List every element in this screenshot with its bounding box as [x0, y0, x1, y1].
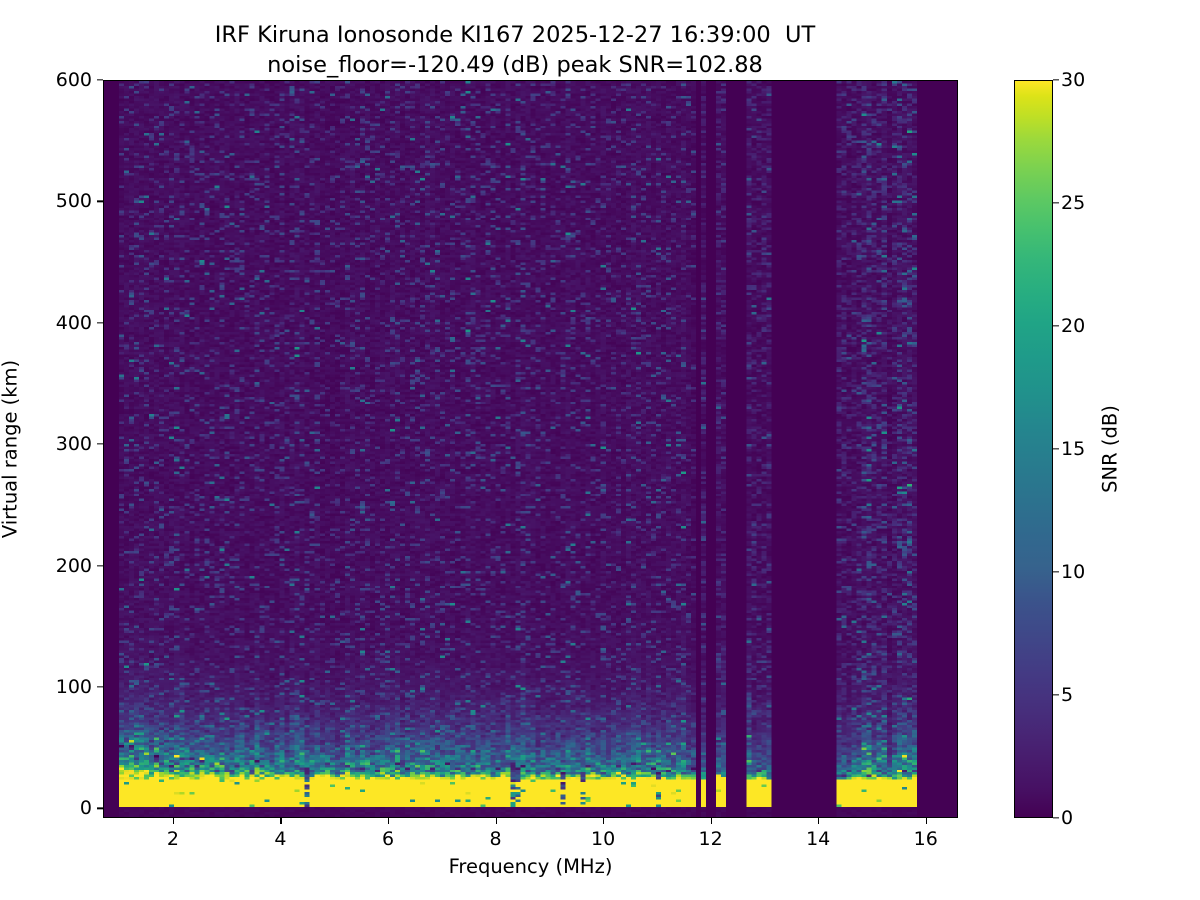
- x-tick-label: 16: [913, 828, 938, 850]
- y-tick-label: 400: [55, 311, 92, 334]
- x-tick-mark: [925, 818, 928, 824]
- x-tick-mark: [818, 818, 820, 824]
- x-tick-mark: [388, 818, 390, 824]
- y-axis-label: Virtual range (km): [0, 359, 22, 539]
- x-tick-label: 6: [381, 828, 395, 850]
- y-tick-label: 600: [55, 69, 92, 91]
- x-tick-label: 2: [166, 828, 179, 850]
- x-tick-label: 10: [591, 828, 616, 850]
- colorbar-tick-mark: [1053, 202, 1059, 204]
- heatmap-canvas: [104, 81, 957, 817]
- y-tick-mark: [97, 807, 103, 809]
- colorbar-tick-label: 30: [1061, 69, 1086, 91]
- y-tick-label: 300: [55, 433, 92, 456]
- ionogram-plot-area: [103, 80, 958, 818]
- colorbar-tick-label: 20: [1061, 315, 1086, 337]
- x-tick-mark: [172, 818, 175, 824]
- x-tick-mark: [495, 818, 497, 824]
- title-line-2: noise_floor=-120.49 (dB) peak SNR=102.88: [267, 52, 763, 78]
- ionogram-heatmap: [104, 81, 957, 817]
- y-tick-mark: [97, 443, 103, 445]
- y-tick-mark: [97, 79, 103, 81]
- colorbar-tick-label: 0: [1061, 807, 1074, 829]
- colorbar-tick-mark: [1053, 79, 1059, 81]
- x-tick-label: 8: [489, 828, 502, 850]
- colorbar-tick-label: 15: [1061, 438, 1086, 460]
- y-tick-label: 500: [55, 190, 92, 213]
- y-tick-label: 0: [79, 797, 92, 820]
- colorbar-tick-mark: [1053, 694, 1059, 696]
- y-tick-mark: [97, 200, 103, 203]
- y-tick-label: 100: [55, 675, 92, 698]
- colorbar-tick-label: 25: [1061, 192, 1086, 214]
- x-axis-label: Frequency (MHz): [448, 855, 613, 878]
- colorbar-tick-mark: [1053, 817, 1059, 819]
- colorbar-label: SNR (dB): [1098, 405, 1122, 493]
- y-tick-label: 200: [55, 554, 92, 577]
- title-line-1: IRF Kiruna Ionosonde KI167 2025-12-27 16…: [214, 22, 816, 48]
- colorbar-tick-mark: [1053, 325, 1059, 327]
- y-tick-mark: [97, 564, 103, 567]
- colorbar-tick-label: 10: [1061, 561, 1086, 583]
- x-tick-mark: [710, 818, 712, 824]
- colorbar-tick-label: 5: [1061, 684, 1074, 706]
- figure-title: IRF Kiruna Ionosonde KI167 2025-12-27 16…: [0, 20, 1030, 80]
- colorbar-tick-mark: [1053, 571, 1059, 573]
- x-tick-label: 12: [698, 828, 723, 850]
- colorbar: [1014, 80, 1053, 818]
- x-tick-label: 14: [806, 828, 831, 850]
- x-tick-label: 4: [274, 828, 287, 850]
- x-tick-mark: [603, 818, 605, 824]
- x-tick-mark: [280, 818, 282, 824]
- y-tick-mark: [97, 322, 103, 324]
- y-tick-mark: [97, 686, 103, 688]
- colorbar-tick-mark: [1053, 448, 1059, 450]
